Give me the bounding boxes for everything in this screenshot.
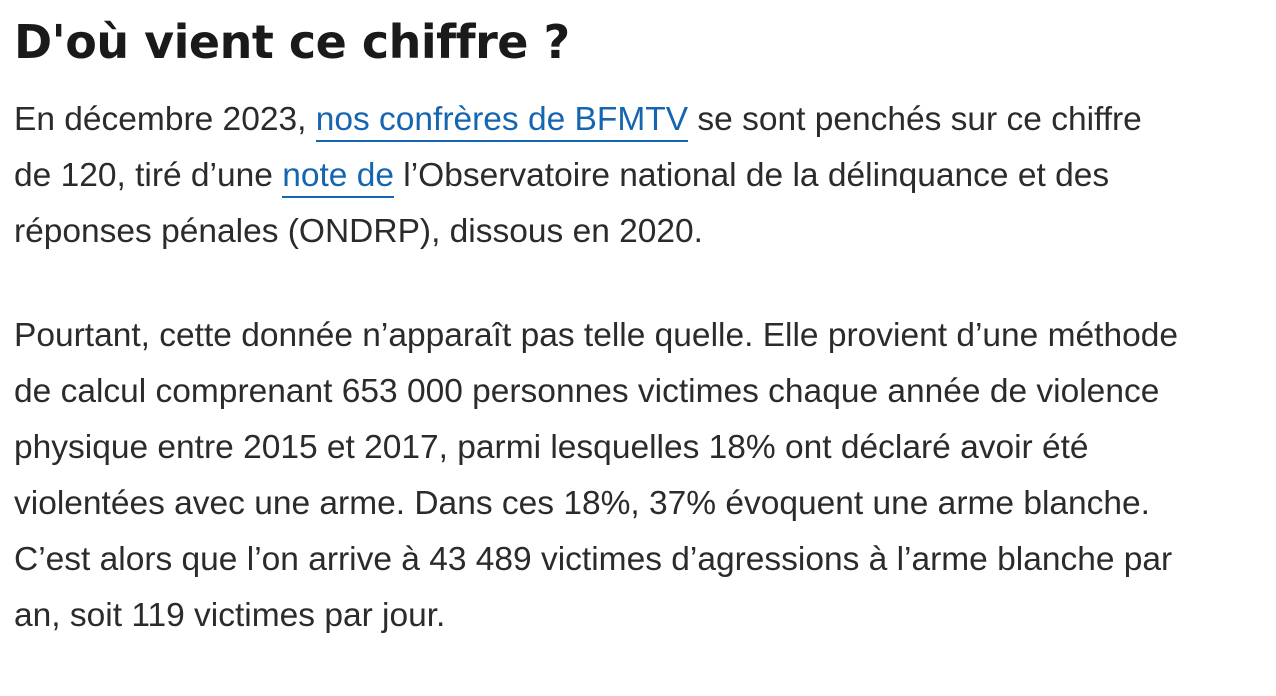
- text-span: En décembre 2023,: [14, 101, 316, 138]
- paragraph-line: Pourtant, cette donnée n’apparaît pas te…: [14, 317, 1178, 354]
- paragraph-line: de calcul comprenant 653 000 personnes v…: [14, 373, 1160, 410]
- paragraph-intro: En décembre 2023, nos confrères de BFMTV…: [14, 92, 1276, 260]
- ondrp-note-link[interactable]: note de: [282, 157, 394, 198]
- paragraph-line: physique entre 2015 et 2017, parmi lesqu…: [14, 429, 1089, 466]
- section-heading: D'où vient ce chiffre ?: [14, 15, 570, 69]
- paragraph-method: Pourtant, cette donnée n’apparaît pas te…: [14, 308, 1276, 644]
- paragraph-line: C’est alors que l’on arrive à 43 489 vic…: [14, 541, 1173, 578]
- bfmtv-link[interactable]: nos confrères de BFMTV: [315, 101, 689, 142]
- article-body: D'où vient ce chiffre ? En décembre 2023…: [14, 0, 1276, 644]
- paragraph-line: violentées avec une arme. Dans ces 18%, …: [14, 485, 1150, 522]
- paragraph-line: an, soit 119 victimes par jour.: [14, 597, 446, 634]
- paragraph-line: En décembre 2023, nos confrères de BFMTV…: [14, 92, 1276, 148]
- paragraph-line: de 120, tiré d’une note de l’Observatoir…: [14, 148, 1276, 204]
- text-span: se sont penchés sur ce chiffre: [688, 101, 1142, 138]
- paragraph-line: réponses pénales (ONDRP), dissous en 202…: [14, 213, 703, 250]
- text-span: l’Observatoire national de la délinquanc…: [393, 157, 1110, 194]
- text-span: de 120, tiré d’une: [14, 157, 283, 194]
